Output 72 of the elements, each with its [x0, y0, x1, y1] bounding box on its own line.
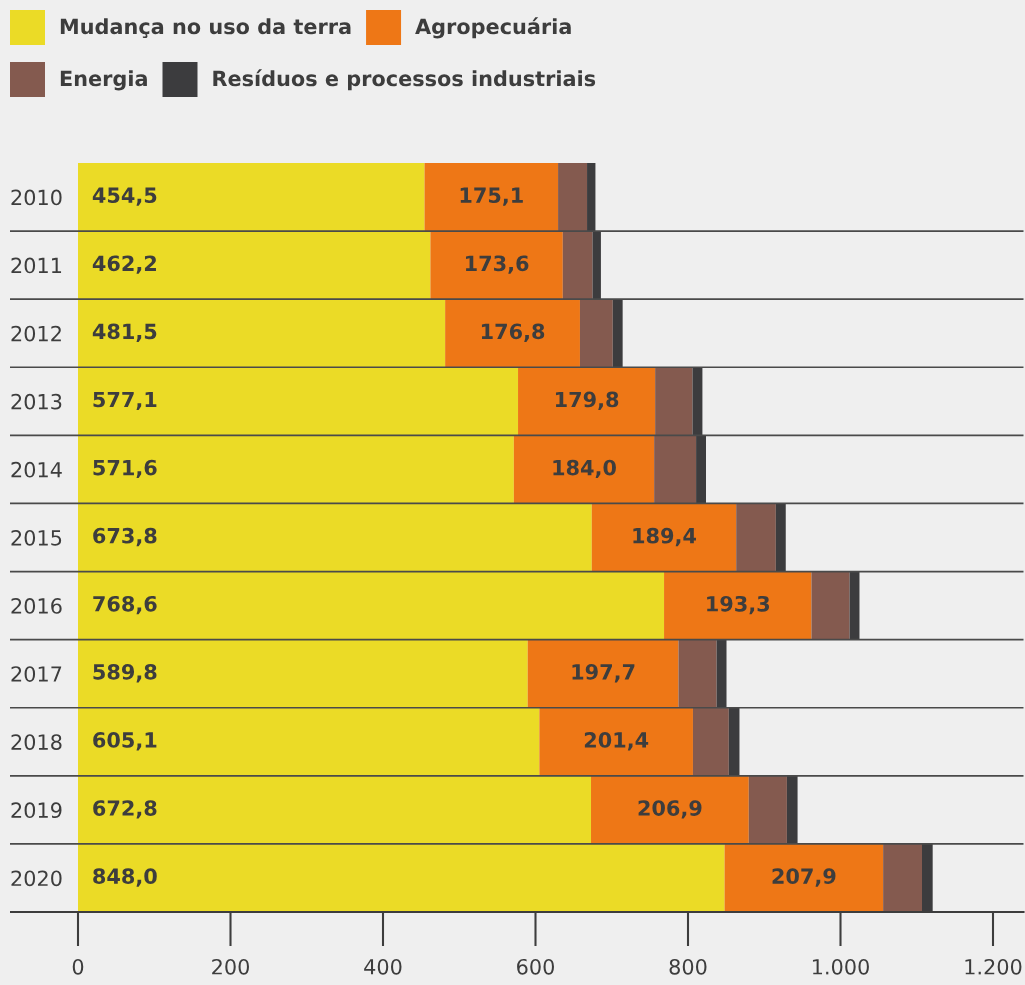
bar: [445, 299, 580, 368]
data-label: 768,6: [93, 595, 157, 615]
bar: [592, 231, 601, 300]
bar: [78, 231, 431, 300]
data-label: 201,4: [584, 732, 649, 751]
x-tick-label: 0: [72, 958, 84, 975]
data-label: 577,1: [93, 391, 157, 411]
bar: [78, 163, 425, 232]
legend-label: Mudança no uso da terra: [60, 18, 351, 39]
data-label: 193,3: [707, 595, 770, 615]
bar: [748, 775, 787, 844]
data-label: 197,7: [572, 663, 635, 683]
y-tick-label: 2019: [11, 802, 62, 819]
data-label: 454,5: [92, 187, 157, 206]
x-tick-label: 200: [212, 958, 249, 975]
bar: [591, 775, 749, 844]
data-label: 672,8: [93, 800, 157, 819]
x-tick-label: 1.000: [812, 958, 869, 975]
y-tick-label: 2012: [11, 325, 61, 342]
legend-label: Energia: [60, 70, 147, 91]
x-tick-label: 800: [669, 958, 707, 975]
bar: [587, 163, 596, 232]
bar: [78, 775, 592, 844]
y-tick-label: 2010: [11, 189, 62, 206]
bar: [539, 707, 693, 776]
data-label: 848,0: [93, 868, 157, 887]
y-tick-label: 2016: [11, 598, 62, 614]
bar: [724, 843, 884, 912]
data-label: 206,9: [638, 800, 702, 819]
bar: [728, 707, 740, 776]
y-tick-label: 2014: [11, 461, 62, 478]
data-label: 605,1: [93, 732, 157, 751]
legend-label: Agropecuária: [415, 17, 571, 39]
bar: [811, 571, 850, 640]
bar: [786, 775, 798, 844]
data-label: 173,6: [466, 255, 529, 274]
bar: [78, 299, 446, 368]
y-tick-label: 2020: [11, 870, 62, 887]
bar: [716, 639, 727, 708]
bar: [562, 231, 593, 300]
bar: [612, 299, 623, 368]
bar: [775, 503, 786, 572]
data-label: 189,4: [633, 527, 696, 547]
bar: [78, 707, 540, 776]
bar: [736, 503, 776, 572]
bar: [424, 163, 559, 232]
bar: [678, 639, 717, 708]
bar: [78, 843, 725, 912]
data-label: 571,6: [93, 459, 157, 479]
data-label: 179,8: [555, 391, 619, 411]
bar: [558, 163, 588, 232]
data-label: 673,8: [93, 527, 157, 547]
y-tick-label: 2015: [11, 529, 62, 546]
x-tick-label: 400: [364, 958, 402, 975]
data-label: 176,8: [481, 323, 545, 342]
x-tick-label: 600: [517, 958, 554, 975]
data-label: 175,1: [460, 187, 523, 206]
data-label: 184,0: [553, 459, 616, 479]
y-tick-label: 2017: [11, 666, 62, 682]
data-label: 462,2: [92, 255, 156, 274]
x-tick-label: 1.200: [965, 958, 1022, 975]
bar: [579, 299, 613, 368]
bar: [883, 843, 923, 912]
bar: [692, 707, 729, 776]
data-label: 589,8: [93, 663, 157, 683]
y-tick-label: 2013: [11, 393, 62, 410]
y-tick-label: 2018: [11, 734, 62, 750]
legend-label: Resíduos e processos industriais: [213, 69, 596, 91]
data-label: 481,5: [92, 323, 157, 342]
bar: [430, 231, 563, 300]
y-tick-label: 2011: [11, 257, 62, 274]
data-label: 207,9: [772, 868, 836, 887]
